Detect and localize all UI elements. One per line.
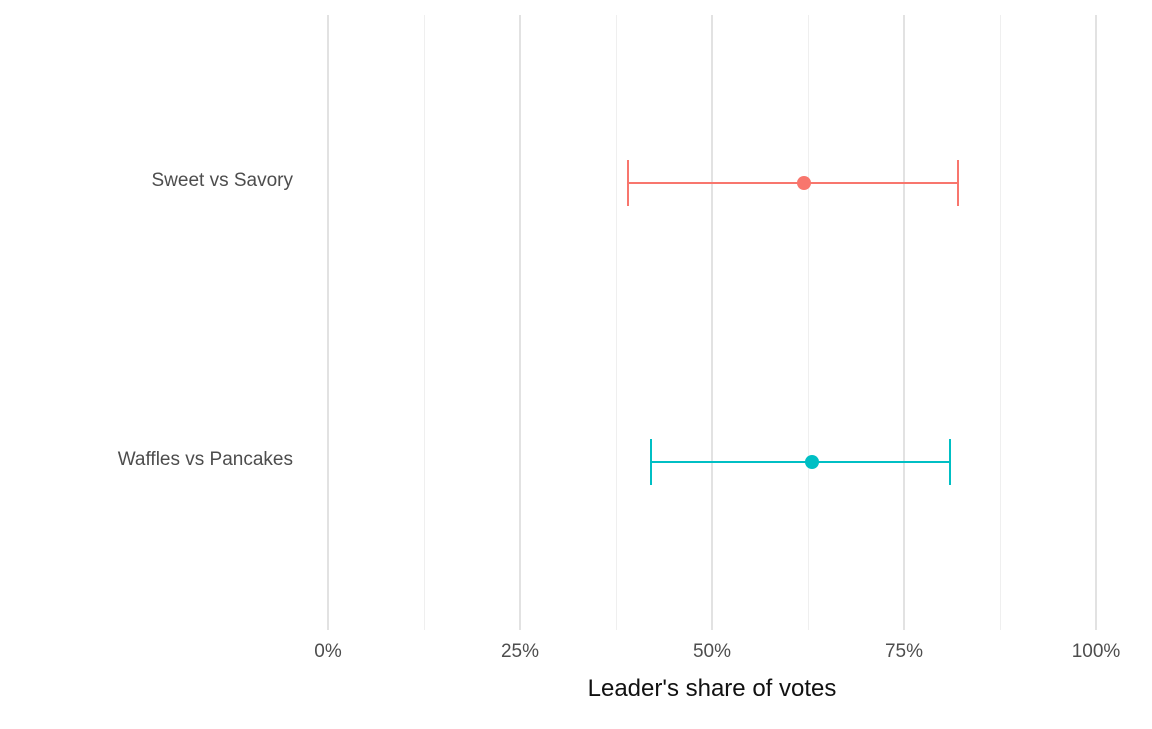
category-label: Sweet vs Savory xyxy=(151,169,294,191)
errorbar-line xyxy=(650,461,951,464)
x-tick-label: 50% xyxy=(692,641,732,662)
errorbar-cap-right xyxy=(956,159,959,206)
gridline-major xyxy=(711,15,713,630)
plot-panel xyxy=(300,15,1135,630)
errorbar-cap-right xyxy=(949,439,952,486)
gridline-major xyxy=(327,15,329,630)
gridline-minor xyxy=(615,15,617,630)
gridline-minor xyxy=(807,15,809,630)
category-label: Waffles vs Pancakes xyxy=(117,449,293,471)
gridline-minor xyxy=(999,15,1001,630)
errorbar-line xyxy=(627,181,958,184)
x-tick-label: 75% xyxy=(884,641,924,662)
errorbar-cap-left xyxy=(649,439,652,486)
gridline-major xyxy=(1095,15,1097,630)
x-tick-label: 100% xyxy=(1071,641,1121,662)
gridline-major xyxy=(519,15,521,630)
gridline-major xyxy=(903,15,905,630)
gridline-minor xyxy=(423,15,425,630)
x-tick-label: 0% xyxy=(314,641,342,662)
x-axis-title: Leader's share of votes xyxy=(587,675,837,702)
errorbar-cap-left xyxy=(626,159,629,206)
point-estimate-dot xyxy=(804,455,819,470)
x-tick-label: 25% xyxy=(500,641,540,662)
point-estimate-dot xyxy=(797,175,812,190)
